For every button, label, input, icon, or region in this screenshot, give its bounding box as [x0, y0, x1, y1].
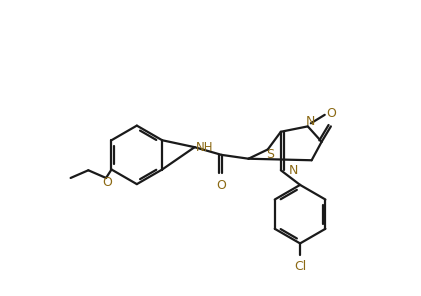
Text: S: S	[266, 148, 274, 161]
Text: N: N	[288, 164, 298, 177]
Text: O: O	[327, 107, 336, 120]
Text: Cl: Cl	[294, 260, 306, 274]
Text: NH: NH	[196, 141, 213, 154]
Text: O: O	[102, 176, 112, 189]
Text: N: N	[306, 115, 316, 128]
Text: O: O	[216, 179, 226, 192]
